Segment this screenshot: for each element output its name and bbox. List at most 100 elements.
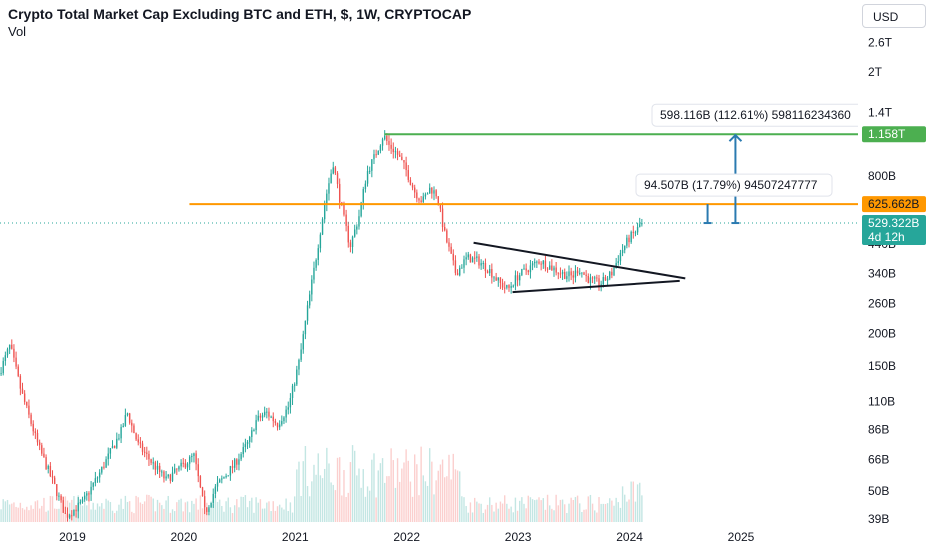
candle-body [529,265,532,273]
candle-body [546,268,549,270]
volume-bar [617,502,619,522]
price-tick-label: 2.6T [868,35,893,49]
measure-label-box [635,173,833,197]
candle-body [512,285,514,287]
candle-body [493,277,495,279]
candle-body [636,226,639,233]
candle-body [236,459,238,465]
candle-body [109,448,112,454]
last-price-tag [862,215,926,246]
candle-body [542,260,544,265]
candle-body [476,256,478,259]
volume-bar [257,502,259,522]
volume-bar [124,495,127,522]
candle-body [188,456,191,464]
candle-body [379,145,382,151]
volume-bar [583,509,585,522]
candle-body [516,275,519,281]
candle-body [128,413,131,423]
price-tick-label: 50B [868,484,889,498]
volume-bar [263,508,266,522]
volume-bar [323,468,326,522]
volume-bar [302,461,304,522]
volume-bar [373,453,375,522]
volume-bar [626,501,628,522]
volume-bar [184,502,187,522]
volume-bar [101,503,103,522]
volume-bar [564,504,566,522]
volume-bar [474,497,476,522]
candle-body [484,262,487,272]
candle-body [499,277,502,283]
candle-body [594,277,596,279]
candle-body [465,257,467,260]
volume-bar [495,502,497,522]
volume-bar [193,503,195,522]
volume-bar [486,504,489,522]
candle-body [602,277,604,285]
volume-bar [549,505,551,522]
level-tag-label: 1.158T [868,127,906,141]
volume-bar [463,497,465,522]
time-axis-bg [0,522,858,550]
candle-body [334,167,337,174]
candle-body [180,462,182,467]
candle-body [289,398,292,408]
volume-bar [208,508,210,522]
candle-body [564,272,566,279]
volume-bar [276,506,279,522]
volume-bar [572,499,574,522]
volume-bar [163,508,165,522]
candle-body [75,509,77,512]
candle-body [210,502,212,508]
volume-bar [341,495,343,522]
candle-body [557,272,559,274]
candle-body [330,173,332,184]
candle-body [173,468,176,473]
volume-bar [630,481,632,522]
volume-bar [403,462,405,522]
volume-bar [68,502,71,522]
candle-body [606,278,609,281]
candle-body [161,471,163,473]
volume-bar [261,508,264,522]
candle-body [143,451,146,453]
volume-bar [6,499,9,522]
candle-body [124,415,127,426]
volume-bar [516,510,519,522]
candle-body [514,275,517,286]
volume-bar [349,462,352,522]
volume-bar [178,499,180,522]
candle-body [28,405,30,415]
volume-bar [444,477,446,522]
candle-body [461,267,463,269]
currency-button[interactable]: USD [862,4,926,28]
volume-bar [634,501,637,522]
candle-body [8,344,11,350]
volume-bar [362,469,364,522]
candle-body [615,262,617,268]
volume-bar [418,495,420,522]
volume-bar [251,497,253,522]
candle-body [353,229,356,237]
candle-body [311,279,313,295]
volume-bar [259,499,262,522]
volume-bar [32,508,34,522]
candle-body [574,270,577,278]
volume-bar [47,510,49,522]
candle-body [62,500,64,513]
volume-bar [420,446,422,522]
volume-bar [345,496,347,522]
candle-body [227,475,229,477]
candle-body [131,422,133,426]
volume-bar [538,497,540,522]
candle-body [413,187,416,193]
candle-body [469,254,472,263]
measure-label: 598.116B (112.61%) 598116234360 [660,108,851,122]
volume-bar [478,503,480,522]
candle-body [111,446,114,449]
volume-bar [615,497,617,522]
volume-bar [493,511,495,522]
